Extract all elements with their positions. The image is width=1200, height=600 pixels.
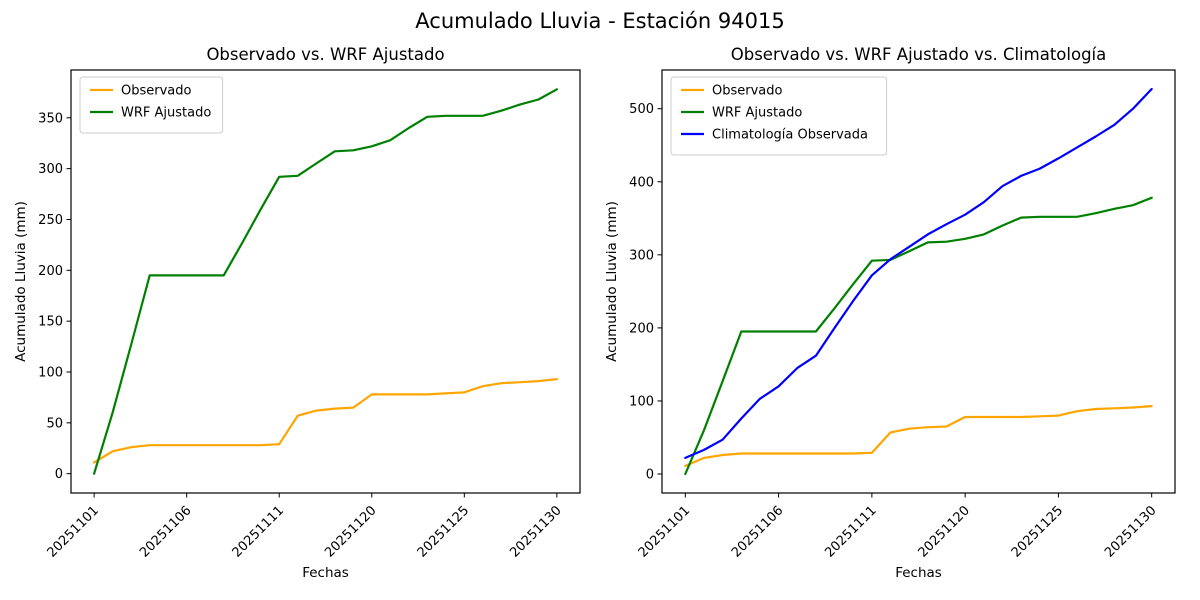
y-tick-label: 50	[46, 416, 63, 431]
y-axis-label: Acumulado Lluvia (mm)	[604, 201, 620, 362]
y-tick-label: 200	[38, 264, 63, 279]
axes-frame	[70, 69, 581, 494]
x-tick-label: 20251101	[45, 503, 102, 560]
y-tick-label: 200	[629, 321, 654, 336]
legend: Observado WRF Ajustado Climatología Observ…	[670, 76, 888, 156]
y-tick-label: 250	[38, 213, 63, 228]
series-line-observado	[92, 378, 559, 464]
axes-frame	[661, 69, 1176, 494]
subplot-left: 0 50 100 150 200 250 300 350 20251101 20251106 202…	[13, 45, 581, 581]
y-tick-label: 400	[629, 175, 654, 190]
x-tick-label: 20251106	[729, 503, 786, 560]
series-line-wrf-ajustado	[92, 88, 559, 475]
figure-suptitle: Acumulado Lluvia - Estación 94015	[415, 9, 785, 33]
legend-label: Observado	[712, 84, 783, 99]
x-tick-label: 20251130	[507, 503, 564, 560]
y-axis-label: Acumulado Lluvia (mm)	[13, 201, 29, 362]
x-tick-label: 20251106	[137, 503, 194, 560]
subplot-title: Observado vs. WRF Ajustado	[206, 45, 444, 64]
subplot-title: Observado vs. WRF Ajustado vs. Climatolo…	[731, 45, 1107, 64]
series-line-wrf-ajustado	[684, 196, 1153, 476]
y-tick-label: 100	[629, 394, 654, 409]
x-tick-label: 20251125	[415, 503, 472, 560]
y-tick-label: 300	[629, 248, 654, 263]
subplot-right: 0 100 200 300 400 500 20251101 20251106 20251111…	[604, 45, 1176, 581]
x-tick-label: 20251120	[322, 503, 379, 560]
y-tick-label: 150	[38, 315, 63, 330]
legend-label: WRF Ajustado	[712, 106, 802, 121]
x-tick-label: 20251111	[230, 503, 287, 560]
legend: Observado WRF Ajustado	[79, 76, 224, 134]
x-tick-label: 20251125	[1009, 503, 1066, 560]
x-tick-label: 20251130	[1102, 503, 1159, 560]
legend-label: Climatología Observada	[712, 128, 868, 143]
legend-label: Observado	[121, 84, 192, 99]
y-tick-label: 300	[38, 162, 63, 177]
x-axis-label: Fechas	[302, 565, 349, 581]
x-tick-label: 20251120	[916, 503, 973, 560]
y-tick-label: 350	[38, 111, 63, 126]
legend-box	[79, 76, 224, 134]
y-tick-label: 100	[38, 365, 63, 380]
x-tick-label: 20251111	[822, 503, 879, 560]
series-line-observado	[684, 405, 1153, 468]
y-tick-label: 500	[629, 102, 654, 117]
x-tick-label: 20251101	[636, 503, 693, 560]
y-tick-label: 0	[55, 467, 63, 482]
y-tick-label: 0	[646, 468, 654, 483]
series-line-climatolog-a-observada	[684, 87, 1153, 459]
x-axis-label: Fechas	[895, 565, 942, 581]
legend-label: WRF Ajustado	[121, 106, 211, 121]
legend-box	[670, 76, 888, 156]
